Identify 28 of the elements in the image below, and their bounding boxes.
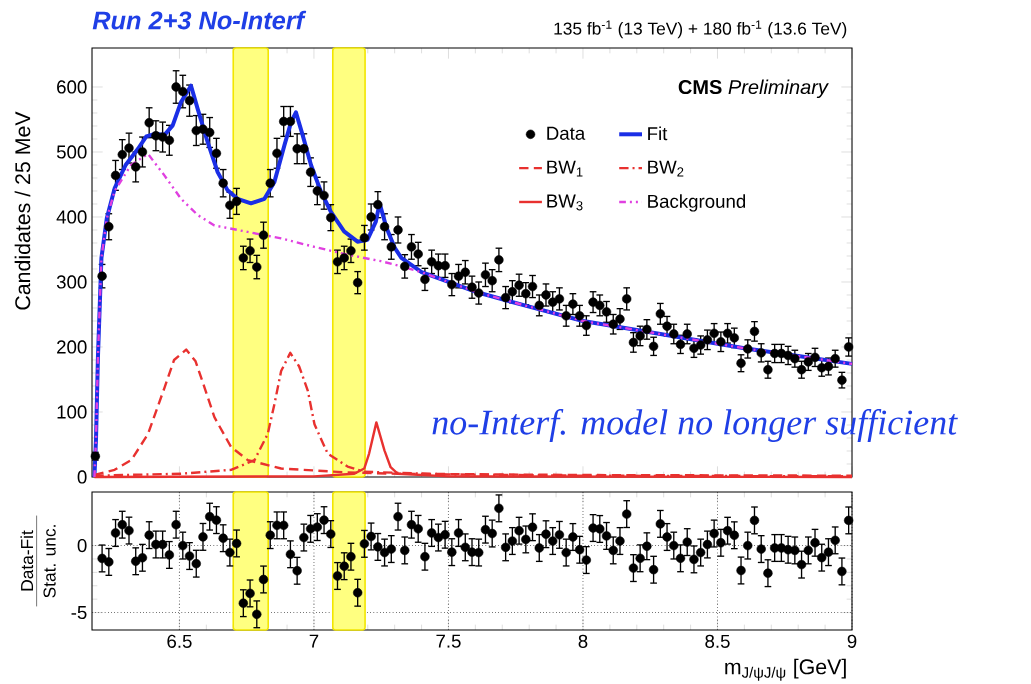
y-tick-label: 500: [56, 145, 87, 159]
legend-label: BW$_{3}$: [547, 194, 583, 211]
legend-label: BW$_{1}$: [547, 160, 583, 177]
chart-title: 135 fb$^{-1}$ (13 TeV) + 180 fb$^{-1}$ (13.6 TeV): [554, 20, 847, 39]
y-tick-label: 0: [77, 538, 87, 553]
y-tick-label: 100: [57, 405, 87, 419]
text: Run 2+3 No-Interf: [92, 10, 307, 30]
legend-label: Fit: [648, 126, 668, 141]
y-axis-title: Candidates / 25 MeV: [14, 111, 31, 310]
y-tick-label: 400: [56, 210, 87, 224]
legend-label: BW$_{2}$: [648, 160, 684, 177]
y-tick-label: 600: [57, 80, 87, 94]
y-tick-label: 300: [56, 275, 87, 289]
y-tick-label: -5: [71, 606, 87, 620]
x-tick-label: 7: [309, 634, 319, 648]
y-tick-label: 200: [57, 340, 87, 354]
legend-label: Background: [648, 194, 746, 212]
annotation: CMS Preliminary: [678, 79, 829, 99]
legend-label: Data: [547, 126, 586, 140]
text: Stat. unc.: [43, 525, 56, 598]
x-tick-label: 7.5: [436, 634, 461, 648]
x-tick-label: 8.5: [705, 634, 730, 648]
x-tick-label: 6.5: [167, 634, 192, 648]
y-tick-label: 0: [77, 470, 87, 484]
x-axis-title: m$_{J/ψJ/ψ}$ [GeV]: [725, 658, 846, 681]
x-tick-label: 8: [578, 634, 588, 648]
x-tick-label: 9: [847, 634, 857, 648]
y-axis-title: Data-Fit: [20, 530, 34, 591]
